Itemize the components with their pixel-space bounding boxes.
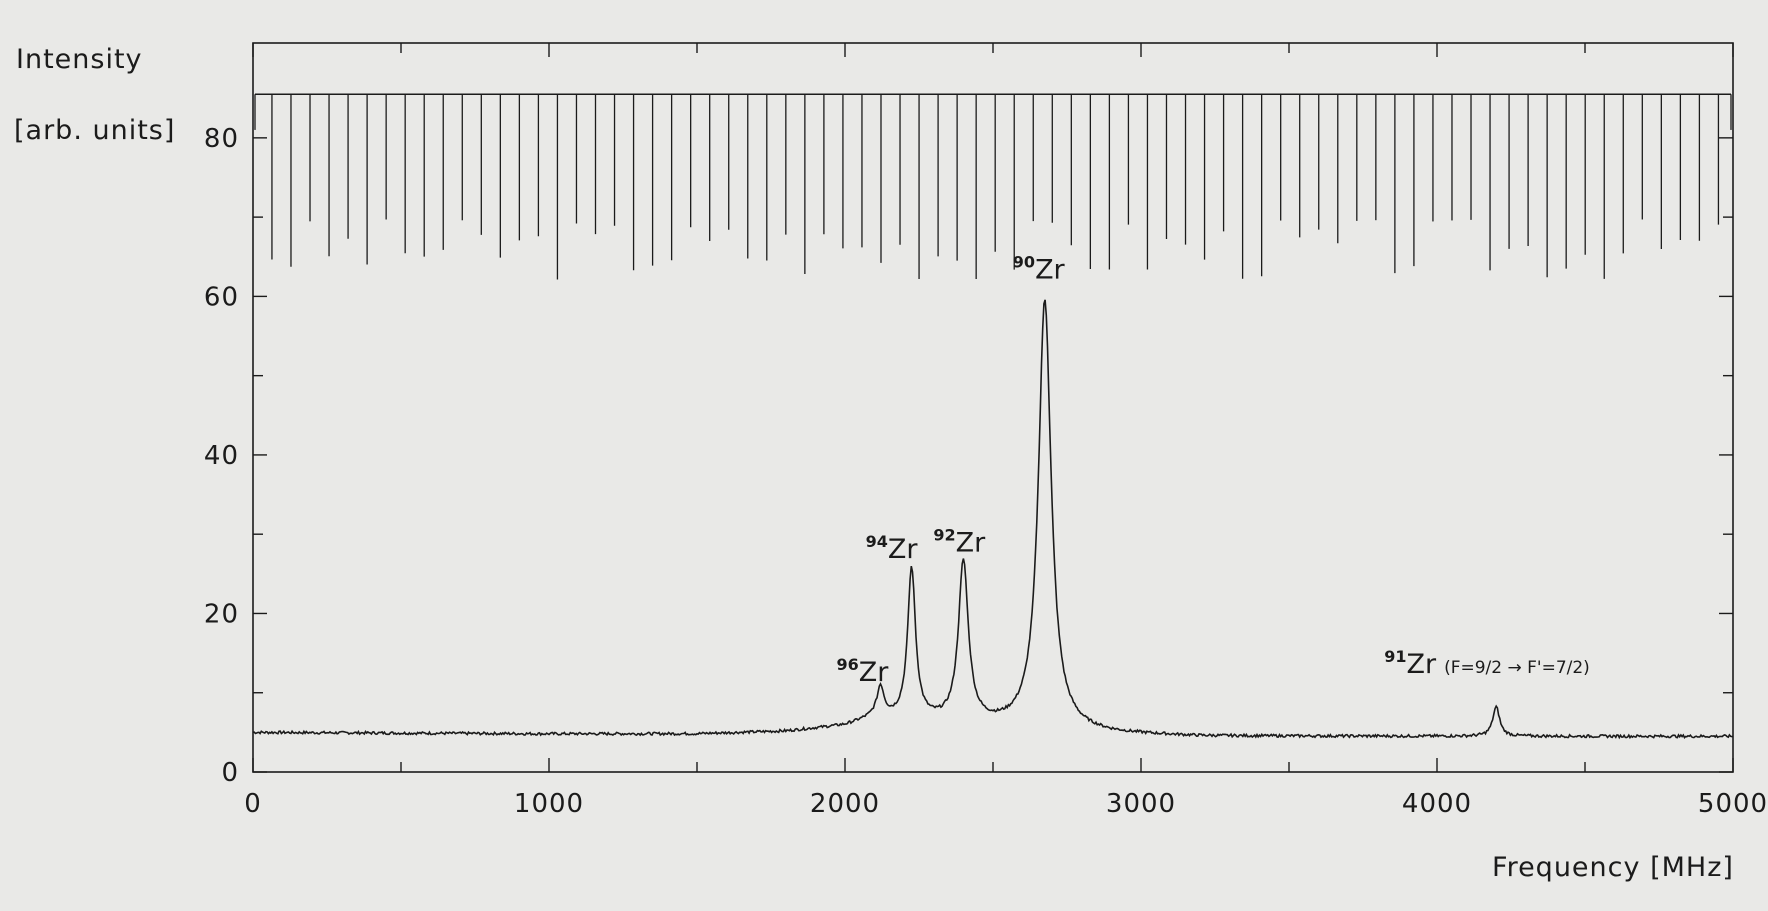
peak-label-element: Zr: [956, 528, 986, 559]
x-tick-label: 4000: [1402, 789, 1472, 819]
spectrum-line: [252, 299, 1733, 740]
peak-label-mass-number: 90: [1013, 252, 1035, 271]
peak-label: 90Zr: [1013, 252, 1066, 285]
x-tick-label: 1000: [514, 789, 584, 819]
peak-label: 94Zr: [866, 532, 919, 565]
x-axis-title: Frequency [MHz]: [1492, 852, 1734, 883]
x-tick-label: 2000: [810, 789, 880, 819]
peak-label-mass-number: 91: [1384, 647, 1406, 666]
peak-label-transition: (F=9/2 → F'=7/2): [1444, 658, 1590, 678]
spectrum-trace: [252, 299, 1733, 740]
peak-label: 96Zr: [837, 655, 890, 688]
x-axis-ticks: 0 1000 2000 3000 4000 5000: [244, 43, 1768, 819]
peak-label-element: Zr: [888, 534, 918, 565]
peak-label-element: Zr: [859, 657, 889, 688]
y-tick-label: 20: [204, 599, 239, 629]
peak-label-element: Zr: [1035, 254, 1065, 285]
peak-label-element: Zr: [1406, 649, 1436, 680]
y-tick-label: 60: [204, 282, 239, 312]
peak-label: 92Zr: [933, 526, 986, 559]
peak-label: 91Zr (F=9/2 → F'=7/2): [1384, 647, 1590, 680]
y-axis-title-line2: [arb. units]: [14, 115, 175, 146]
reference-fringe-trace: [254, 93, 1732, 280]
y-tick-label: 40: [204, 441, 239, 471]
x-tick-label: 0: [244, 789, 262, 819]
x-tick-label: 3000: [1106, 789, 1176, 819]
peak-label-mass-number: 94: [866, 532, 888, 551]
y-tick-label: 0: [221, 758, 239, 788]
peak-label-mass-number: 96: [837, 655, 859, 674]
x-tick-label: 5000: [1698, 789, 1768, 819]
y-tick-label: 80: [204, 124, 239, 154]
peak-label-mass-number: 92: [933, 526, 955, 545]
y-axis-ticks: 0 20 40 60 80: [204, 124, 1733, 788]
y-axis-title-line1: Intensity: [16, 44, 143, 75]
